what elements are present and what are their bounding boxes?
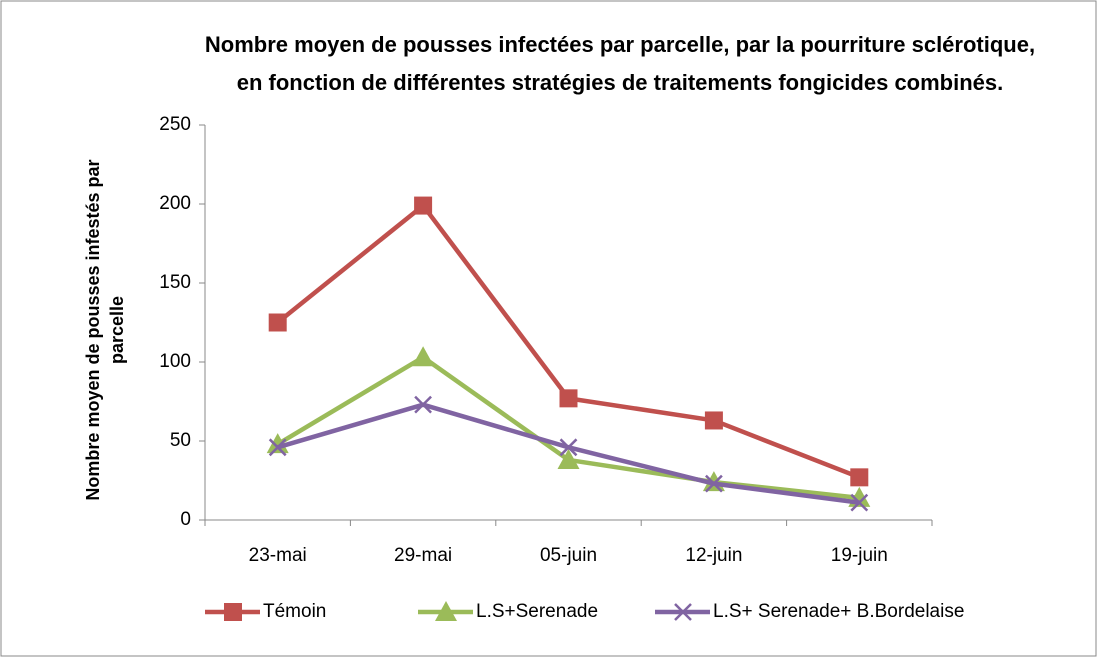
x-tick-label: 23-mai [249, 545, 307, 566]
y-tick-label: 100 [159, 351, 191, 372]
data-point [268, 438, 287, 457]
data-point [850, 468, 869, 487]
data-point [414, 196, 433, 215]
data-point [266, 433, 289, 454]
x-tick-label: 19-juin [831, 545, 888, 566]
y-tick-label: 50 [170, 430, 191, 451]
data-point [705, 474, 723, 493]
legend-marker [224, 603, 242, 621]
legend-label: L.S+Serenade [476, 601, 598, 622]
legend-marker [435, 601, 457, 621]
x-tick-label: 05-juin [540, 545, 597, 566]
y-tick-label: 0 [180, 509, 191, 530]
x-tick-label: 12-juin [685, 545, 742, 566]
data-point [268, 313, 287, 332]
data-point [850, 493, 869, 512]
data-point [559, 389, 578, 408]
y-tick-label: 250 [159, 114, 191, 135]
data-point [704, 411, 723, 430]
legend-label: Témoin [263, 601, 326, 622]
legend-label: L.S+ Serenade+ B.Bordelaise [713, 601, 964, 622]
legend-marker [674, 603, 692, 621]
data-point [559, 438, 578, 457]
y-axis-label: Nombre moyen de pousses infestés par par… [83, 159, 127, 501]
y-tick-label: 150 [159, 272, 191, 293]
data-point [412, 346, 435, 367]
data-point [414, 395, 432, 414]
chart-title: Nombre moyen de pousses infectées par pa… [204, 32, 1036, 95]
y-tick-label: 200 [159, 193, 191, 214]
x-tick-label: 29-mai [394, 545, 452, 566]
data-point [557, 448, 580, 469]
